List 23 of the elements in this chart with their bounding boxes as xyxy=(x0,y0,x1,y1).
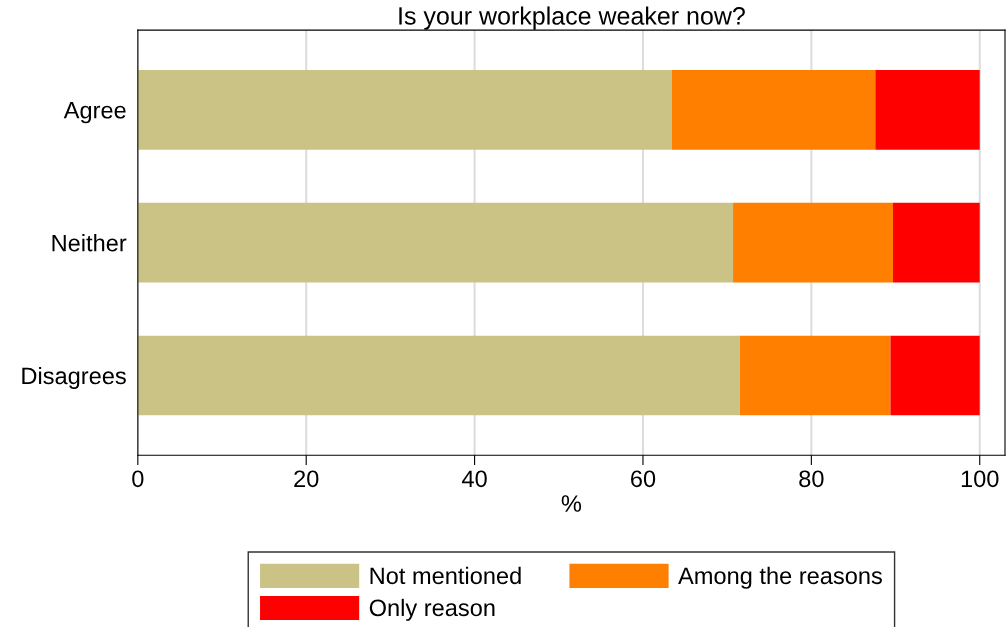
bar xyxy=(137,202,734,283)
x-tick-label: 40 xyxy=(462,470,487,488)
y-tick-label: Agree xyxy=(63,102,126,124)
legend-label: Only reason xyxy=(369,598,495,621)
legend-label: Among the reasons xyxy=(678,566,882,589)
y-tick-label: Neither xyxy=(52,234,127,252)
bar xyxy=(893,202,980,283)
bar xyxy=(671,69,876,150)
x-tick-label: 80 xyxy=(799,470,824,488)
bar xyxy=(137,335,740,416)
bar xyxy=(733,202,894,283)
x-tick-label: 60 xyxy=(631,470,656,488)
bar xyxy=(890,335,980,416)
bar xyxy=(137,69,672,150)
bar xyxy=(739,335,891,416)
x-tick-label: 100 xyxy=(961,470,999,488)
y-tick-label: Disagrees xyxy=(22,366,126,389)
x-tick-label: 0 xyxy=(132,470,144,488)
x-tick-label: 20 xyxy=(294,470,319,488)
legend-label: Not mentioned xyxy=(370,566,521,585)
x-axis-title: % xyxy=(561,495,582,512)
chart-title: Is your workplace weaker now? xyxy=(399,6,745,30)
bar xyxy=(875,69,980,150)
